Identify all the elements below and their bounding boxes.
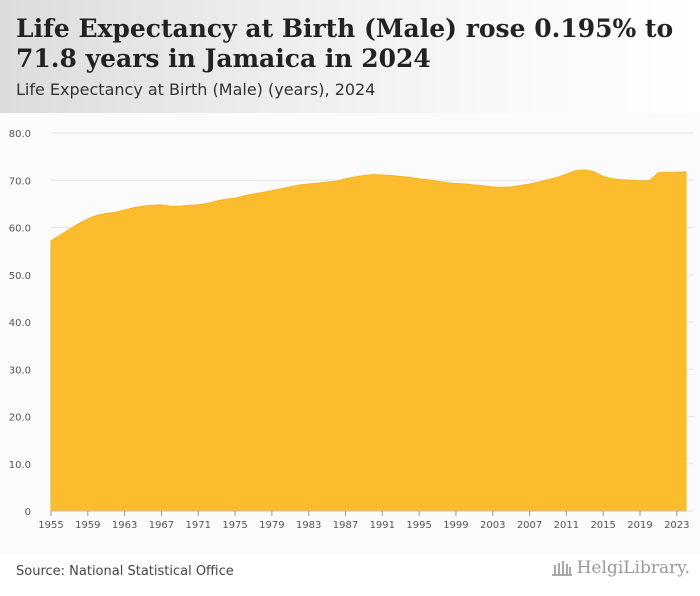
area-chart: 010.020.030.040.050.060.070.080.0 1955 19…	[9, 129, 694, 531]
area-series-path	[50, 169, 687, 512]
y-tick-label: 30.0	[9, 365, 31, 376]
y-tick-label: 50.0	[9, 271, 31, 282]
y-axis: 0 10.0 20.0 30.0 40.0 50.0 60.0 70.0 80.0	[9, 129, 31, 518]
x-tick-label: 1999	[443, 520, 468, 531]
x-tick-label: 2003	[480, 520, 505, 531]
y-tick-label: 20.0	[9, 413, 31, 424]
x-tick-label: 1963	[112, 520, 137, 531]
x-axis: 1955 1959 1963 1967 1971 1975 1979 1983 1987 1991…	[38, 510, 690, 531]
y-tick-label: 40.0	[9, 318, 31, 329]
x-tick-label: 1975	[222, 520, 247, 531]
y-tick-label: 60.0	[9, 224, 31, 235]
x-tick-label: 1995	[406, 520, 431, 531]
chart-header: Life Expectancy at Birth (Male) rose 0.1…	[0, 0, 700, 113]
y-tick-label: 70.0	[9, 176, 31, 187]
x-tick-label: 2007	[517, 520, 542, 531]
y-tick-label: 0	[25, 507, 31, 518]
x-tick-label: 1967	[149, 520, 174, 531]
x-tick-label: 2015	[590, 520, 615, 531]
x-tick-label: 1983	[296, 520, 321, 531]
logo-text: HelgiLibrary.	[576, 558, 690, 578]
chart-subtitle: Life Expectancy at Birth (Male) (years),…	[16, 80, 376, 99]
x-tick-label: 1955	[38, 520, 63, 531]
x-tick-label: 1979	[259, 520, 284, 531]
x-tick-label: 2023	[664, 520, 689, 531]
series-area	[50, 169, 687, 512]
y-tick-label: 80.0	[9, 129, 31, 140]
x-tick-label: 2019	[627, 520, 652, 531]
x-tick-label: 1991	[370, 520, 395, 531]
source-note: Source: National Statistical Office	[16, 564, 234, 579]
x-tick-label: 2011	[554, 520, 579, 531]
helgi-library-logo: HelgiLibrary.	[551, 558, 690, 578]
x-tick-label: 1971	[186, 520, 211, 531]
y-tick-label: 10.0	[9, 460, 31, 471]
x-tick-label: 1959	[75, 520, 100, 531]
x-tick-label: 1987	[333, 520, 358, 531]
chart-title: Life Expectancy at Birth (Male) rose 0.1…	[16, 14, 674, 73]
library-building-icon	[551, 561, 572, 576]
